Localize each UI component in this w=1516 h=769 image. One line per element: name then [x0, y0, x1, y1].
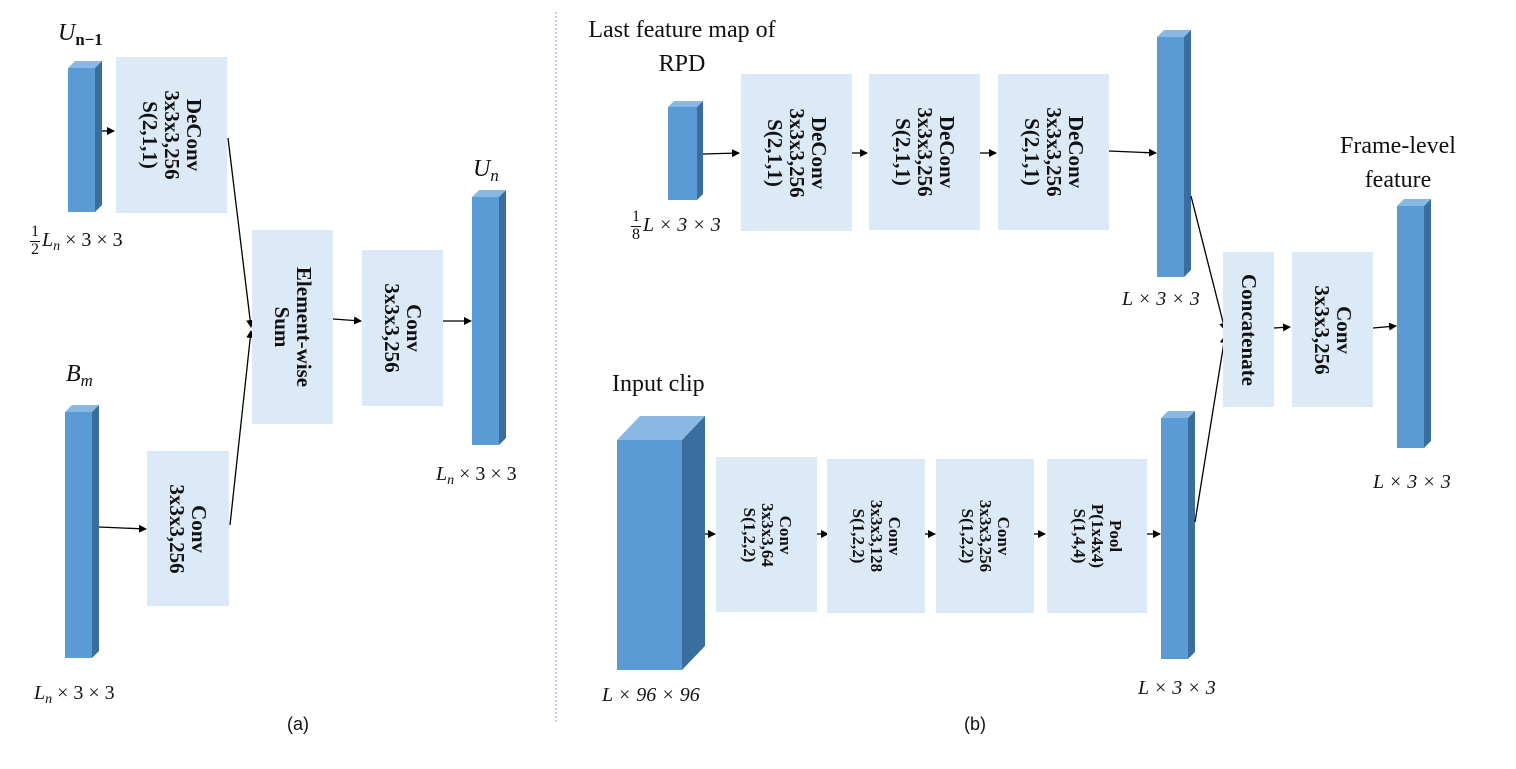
conv-kernel: 3x3x3,256 [165, 483, 189, 574]
arrow-rpd-to-deconv1 [702, 149, 740, 158]
conv-stride: S(1,2,2) [849, 508, 869, 564]
conv-label: Conv [993, 516, 1013, 556]
deconv-box-2: DeConv 3x3x3,256 S(2,1,1) [869, 74, 980, 230]
block-rpd-input [668, 101, 703, 200]
conv-label: Conv [775, 515, 795, 554]
arrow-concat-to-conv [1273, 323, 1291, 332]
arrow-deconv3-to-block [1108, 148, 1157, 157]
rpd-title: Last feature map of RPD [588, 17, 776, 77]
deconv-label: DeConv [934, 115, 959, 189]
u-n-minus-1-label: Un−1 [58, 20, 103, 50]
conv-label: Conv [401, 304, 426, 352]
u-n-label: Un [473, 156, 499, 186]
conv-stride: S(1,2,2) [958, 508, 978, 564]
deconv-stride: S(2,1,1) [137, 101, 162, 169]
block-frame-level [1397, 199, 1431, 448]
pool-box: Pool P(1x4x4) S(1,4,4) [1047, 459, 1147, 613]
caption-a: (a) [287, 714, 309, 734]
deconv-box-3: DeConv 3x3x3,256 S(2,1,1) [998, 74, 1109, 230]
deconv-label: DeConv [181, 98, 206, 172]
block-b-m [65, 405, 99, 658]
sum-label-2: Sum [269, 306, 294, 348]
deconv-box-1: DeConv 3x3x3,256 S(2,1,1) [741, 74, 852, 231]
conv-kernel: 3x3x3,128 [866, 499, 886, 573]
conv-label: Conv [1331, 305, 1356, 354]
element-wise-sum-box: Element-wise Sum [252, 230, 333, 424]
deconv-stride: S(2,1,1) [762, 118, 787, 187]
frame-level-dim: L × 3 × 3 [1373, 471, 1451, 493]
block-u-n-minus-1 [68, 61, 102, 212]
block-input-clip [617, 416, 705, 670]
conv-out-box: Conv 3x3x3,256 [362, 250, 443, 406]
conv-label: Conv [187, 504, 212, 553]
conv-box-2: Conv 3x3x3,128 S(1,2,2) [827, 459, 925, 613]
conv-box-1: Conv 3x3x3,64 S(1,2,2) [716, 457, 817, 612]
rpd-output-dim: L × 3 × 3 [1122, 288, 1200, 310]
deconv-label: DeConv [1063, 115, 1088, 189]
block-clip-output [1161, 411, 1195, 659]
conv-kernel: 3x3x3,256 [975, 499, 995, 573]
block-rpd-output [1157, 30, 1191, 277]
arrow-sum-to-conv [332, 316, 362, 325]
arrow-b-to-conv [98, 524, 147, 533]
b-m-dim: Ln × 3 × 3 [34, 682, 115, 708]
deconv-kernel: 3x3x3,256 [784, 107, 809, 198]
deconv-label: DeConv [806, 116, 831, 189]
arrow-top-to-concat [1190, 195, 1228, 331]
arrow-deconv-to-sum [227, 137, 255, 328]
u-n-dim: Ln × 3 × 3 [436, 463, 517, 489]
arrow-bottom-to-concat [1194, 335, 1228, 523]
conv-kernel: 3x3x3,256 [1309, 284, 1334, 375]
conv-bottom-box: Conv 3x3x3,256 [147, 451, 229, 606]
arrow-conv-to-sum [229, 330, 255, 526]
deconv-kernel: 3x3x3,256 [1041, 107, 1066, 197]
conv-kernel: 3x3x3,256 [379, 283, 404, 373]
conv-final-box: Conv 3x3x3,256 [1292, 252, 1373, 407]
concatenate-box: Concatenate [1223, 252, 1274, 407]
block-u-n [472, 190, 506, 445]
conv-box-3: Conv 3x3x3,256 S(1,2,2) [936, 459, 1034, 613]
deconv-kernel: 3x3x3,256 [912, 107, 937, 197]
caption-b: (b) [964, 714, 986, 734]
u-n-minus-1-dim: 1 2 Ln × 3 × 3 [30, 223, 123, 258]
b-m-label: Bm [66, 361, 93, 391]
clip-output-dim: L × 3 × 3 [1138, 677, 1216, 699]
concatenate-label: Concatenate [1236, 273, 1261, 386]
arrow-conv-to-frame [1372, 322, 1397, 331]
deconv-kernel: 3x3x3,256 [159, 90, 184, 180]
frame-level-title: Frame-level feature [1340, 133, 1456, 193]
deconv-stride: S(2,1,1) [890, 118, 915, 186]
conv-label: Conv [884, 516, 904, 556]
input-clip-dim: L × 96 × 96 [602, 684, 700, 706]
deconv-stride: S(2,1,1) [1019, 118, 1044, 186]
conv-kernel: 3x3x3,64 [757, 502, 777, 567]
sum-label-1: Element-wise [291, 266, 316, 388]
deconv-box: DeConv 3x3x3,256 S(2,1,1) [116, 57, 227, 213]
pool-stride: S(1,4,4) [1070, 508, 1090, 564]
conv-stride: S(1,2,2) [739, 507, 759, 562]
input-clip-title: Input clip [612, 371, 705, 397]
pool-label: Pool [1105, 519, 1125, 553]
pool-kernel: P(1x4x4) [1087, 503, 1107, 569]
